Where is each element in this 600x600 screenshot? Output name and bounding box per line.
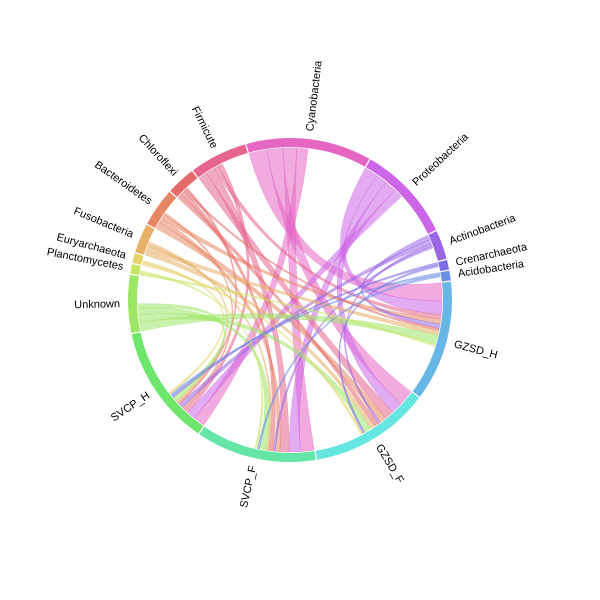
sector-arc-crenarchaeota: [438, 259, 450, 272]
link-chloroflexi-to-gzsd-h: [183, 189, 440, 331]
links-layer: [137, 147, 443, 453]
sector-arc-gzsd-f: [315, 392, 420, 460]
sector-label-bacteroidetes: Bacteroidetes: [92, 159, 154, 208]
sector-label-chloroflexi: Chloroflexi: [136, 132, 180, 178]
link-planctomycetes-to-svcp-f: [140, 270, 264, 449]
link-unknown-to-gzsd-f: [138, 313, 372, 433]
link-acidobacteria-to-svcp-h: [170, 272, 441, 397]
sector-arc-actinobacteria: [428, 231, 447, 261]
link-proteobacteria-to-svcp-h: [187, 189, 402, 419]
link-euryarchaeota-to-svcp-h: [142, 260, 225, 395]
sector-arc-svcp-f: [199, 426, 316, 462]
link-actinobacteria-to-svcp-h: [179, 239, 432, 408]
link-unknown-to-svcp-h: [137, 303, 226, 402]
sector-arc-chloroflexi: [170, 171, 198, 197]
link-acidobacteria-to-svcp-f: [256, 274, 441, 450]
sector-arc-cyanobacteria: [246, 138, 370, 167]
link-firmicute-to-svcp-h: [184, 163, 250, 413]
link-fusobacteria-to-gzsd-f: [144, 250, 375, 430]
sector-arc-unknown: [128, 274, 141, 334]
sector-label-unknown: Unknown: [74, 298, 120, 311]
sector-arc-euryarchaeota: [132, 253, 144, 265]
sector-arc-acidobacteria: [440, 270, 451, 282]
link-crenarchaeota-to-svcp-h: [171, 262, 439, 398]
link-chloroflexi-to-svcp-h: [177, 187, 237, 405]
sector-label-svcp-h: SVCP_H: [109, 390, 152, 425]
sector-arc-planctomycetes: [130, 263, 141, 276]
sector-arcs-layer: [128, 138, 452, 462]
link-crenarchaeota-to-gzsd-f: [338, 264, 439, 434]
sector-arc-fusobacteria: [135, 224, 155, 255]
link-bacteroidetes-to-svcp-h: [163, 212, 234, 410]
sector-label-gzsd-h: GZSD_H: [453, 338, 499, 361]
sector-arc-bacteroidetes: [147, 191, 177, 229]
sector-label-firmicute: Firmicute: [189, 105, 220, 151]
link-unknown-to-svcp-f: [138, 307, 270, 451]
sector-arc-firmicute: [192, 144, 248, 178]
sector-label-cyanobacteria: Cyanobacteria: [304, 59, 324, 132]
sector-label-actinobacteria: Actinobacteria: [448, 212, 518, 247]
sector-label-svcp-f: SVCP_F: [238, 464, 259, 509]
sector-label-proteobacteria: Proteobacteria: [410, 130, 471, 188]
sector-label-gzsd-f: GZSD_F: [373, 442, 406, 486]
sector-arc-proteobacteria: [366, 159, 437, 234]
link-chloroflexi-to-svcp-f: [180, 190, 276, 452]
sector-arc-gzsd-h: [412, 281, 452, 397]
sector-label-fusobacteria: Fusobacteria: [72, 205, 136, 241]
sector-arc-svcp-h: [131, 332, 204, 434]
link-bacteroidetes-to-svcp-f: [158, 218, 281, 452]
link-fusobacteria-to-svcp-h: [148, 241, 228, 403]
